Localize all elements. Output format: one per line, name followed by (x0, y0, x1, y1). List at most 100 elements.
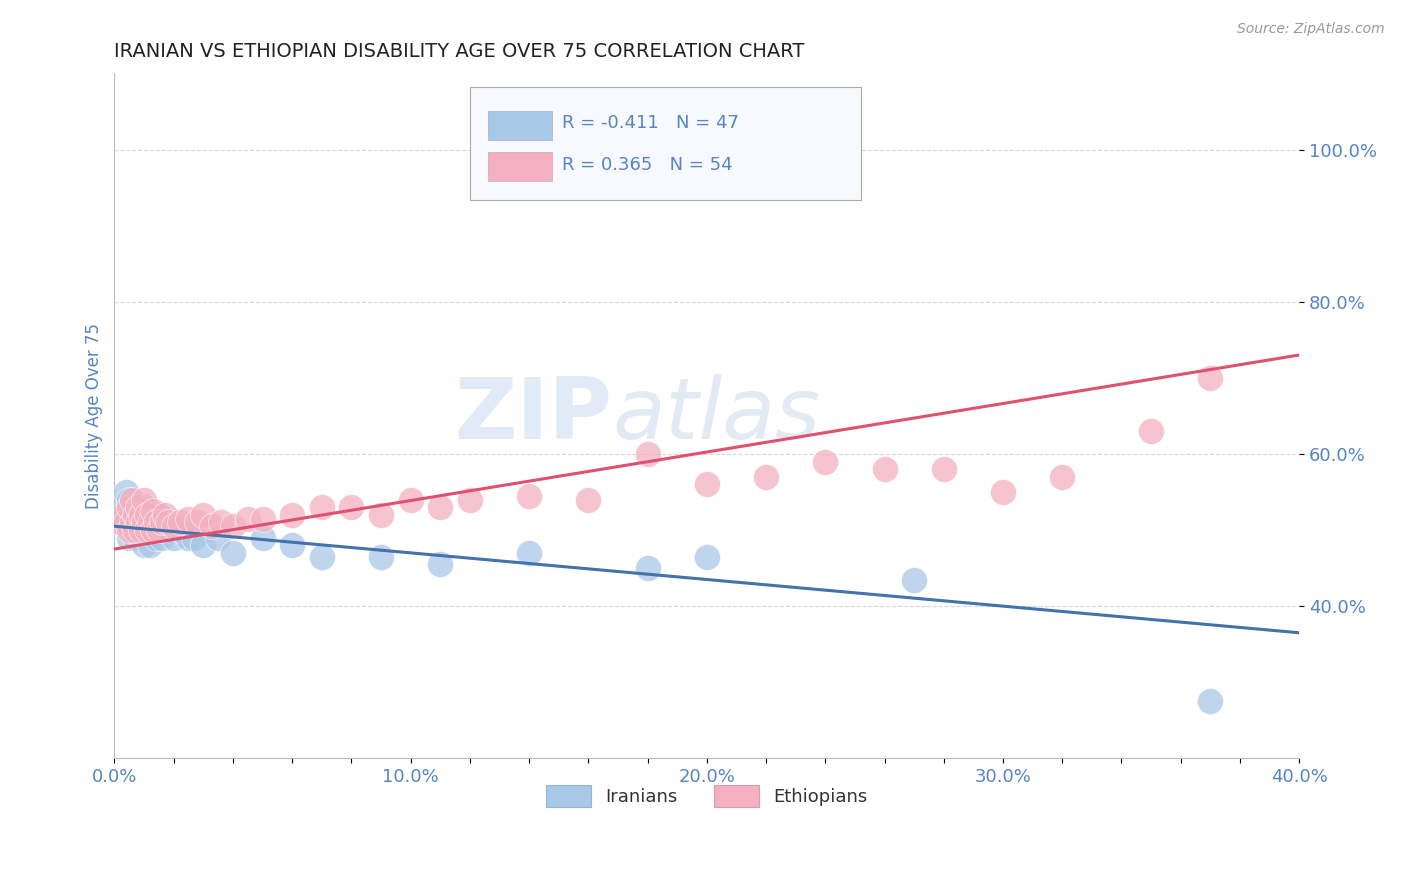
Point (177, 511, 200, 525)
Point (110, 516, 132, 530)
Point (696, 477, 718, 491)
Point (311, 500, 333, 515)
Text: R = -0.411   N = 47: R = -0.411 N = 47 (562, 114, 740, 132)
Point (129, 531, 152, 545)
Point (1052, 469, 1074, 483)
Point (124, 523, 146, 537)
Point (124, 511, 146, 525)
Point (136, 516, 159, 530)
Point (193, 508, 215, 522)
Point (156, 523, 179, 537)
Point (118, 523, 141, 537)
Point (142, 523, 165, 537)
Point (153, 508, 176, 522)
Point (696, 549, 718, 564)
Point (139, 538, 162, 552)
Point (148, 523, 170, 537)
Point (132, 500, 155, 515)
Point (169, 516, 191, 530)
FancyBboxPatch shape (470, 87, 860, 200)
Point (136, 523, 159, 537)
Point (1140, 424, 1163, 438)
Point (637, 561, 659, 575)
Point (136, 508, 159, 522)
Point (201, 519, 224, 533)
Point (903, 573, 925, 587)
Point (142, 523, 165, 537)
Point (121, 516, 143, 530)
Point (127, 516, 149, 530)
Point (236, 511, 259, 525)
Point (252, 511, 274, 525)
Point (252, 531, 274, 545)
Point (156, 516, 179, 530)
Point (150, 531, 173, 545)
Point (991, 485, 1014, 500)
Point (163, 519, 186, 533)
Point (163, 531, 186, 545)
Point (118, 516, 141, 530)
Text: IRANIAN VS ETHIOPIAN DISABILITY AGE OVER 75 CORRELATION CHART: IRANIAN VS ETHIOPIAN DISABILITY AGE OVER… (114, 42, 804, 61)
Point (458, 492, 481, 507)
Point (186, 516, 208, 530)
Point (429, 558, 451, 572)
Point (873, 462, 896, 476)
Point (132, 538, 155, 552)
Point (124, 531, 146, 545)
FancyBboxPatch shape (488, 112, 551, 140)
Point (814, 454, 837, 468)
Point (139, 516, 162, 530)
Point (115, 516, 138, 530)
Point (209, 516, 232, 530)
Point (576, 492, 599, 507)
Point (127, 504, 149, 518)
Point (370, 549, 392, 564)
Point (207, 531, 229, 545)
Point (755, 469, 778, 483)
Point (222, 546, 245, 560)
Point (148, 523, 170, 537)
Point (139, 516, 162, 530)
Point (183, 531, 205, 545)
Point (145, 516, 167, 530)
Point (129, 516, 152, 530)
Point (222, 519, 245, 533)
Point (1199, 694, 1222, 708)
Text: atlas: atlas (612, 375, 820, 458)
Point (132, 492, 155, 507)
Point (145, 531, 167, 545)
Point (112, 508, 135, 522)
Point (370, 508, 392, 522)
Point (193, 538, 215, 552)
Point (136, 531, 159, 545)
Point (177, 531, 200, 545)
Point (340, 500, 363, 515)
Point (132, 523, 155, 537)
Point (127, 523, 149, 537)
Legend: Iranians, Ethiopians: Iranians, Ethiopians (538, 778, 875, 814)
Point (637, 447, 659, 461)
Text: R = 0.365   N = 54: R = 0.365 N = 54 (562, 155, 733, 174)
Point (281, 538, 304, 552)
Point (110, 516, 132, 530)
Point (118, 492, 141, 507)
Text: ZIP: ZIP (454, 375, 612, 458)
Point (281, 508, 304, 522)
Point (129, 508, 152, 522)
Point (517, 546, 540, 560)
Point (153, 516, 176, 530)
Point (142, 504, 165, 518)
Point (121, 492, 143, 507)
Point (150, 516, 173, 530)
FancyBboxPatch shape (488, 153, 551, 181)
Text: Source: ZipAtlas.com: Source: ZipAtlas.com (1237, 22, 1385, 37)
Point (132, 516, 155, 530)
Point (115, 508, 138, 522)
Point (118, 531, 141, 545)
Point (129, 523, 152, 537)
Point (932, 462, 955, 476)
Y-axis label: Disability Age Over 75: Disability Age Over 75 (86, 323, 103, 508)
Point (121, 523, 143, 537)
Point (517, 489, 540, 503)
Point (112, 500, 135, 515)
